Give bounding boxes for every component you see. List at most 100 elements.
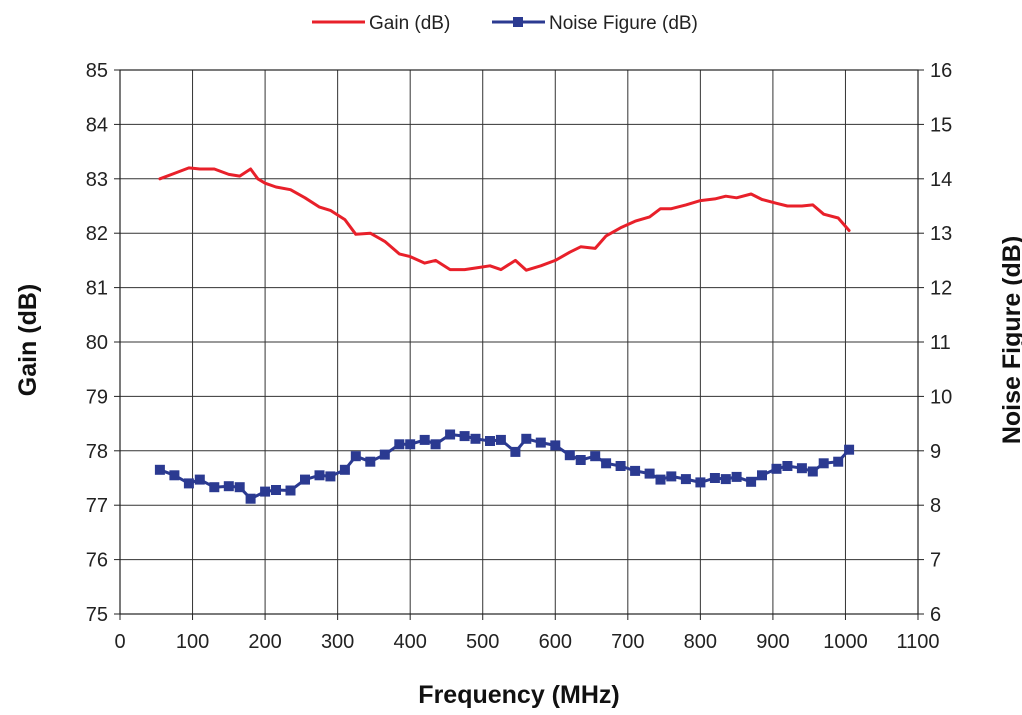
data-point-1-19 (405, 439, 416, 450)
x-axis-title: Frequency (MHz) (418, 681, 619, 709)
right-tick-label-7: 13 (930, 223, 952, 245)
right-tick-label-8: 14 (930, 169, 952, 191)
left-tick-label-10: 85 (86, 60, 108, 82)
data-point-1-1 (169, 470, 180, 481)
x-tick-label-10: 1000 (823, 631, 868, 653)
right-tick-label-2: 8 (930, 495, 941, 517)
right-tick-label-6: 12 (930, 278, 952, 300)
series-1 (154, 429, 855, 504)
data-point-1-2 (183, 478, 194, 489)
left-tick-label-5: 80 (86, 332, 108, 354)
data-point-1-45 (746, 476, 757, 487)
data-point-1-33 (590, 451, 601, 462)
right-tick-label-4: 10 (930, 386, 952, 408)
data-point-1-42 (709, 473, 720, 483)
data-point-1-34 (601, 458, 612, 469)
data-point-1-3 (194, 474, 205, 485)
grid (119, 69, 919, 615)
data-point-1-53 (844, 444, 855, 455)
legend: Gain (dB) Noise Figure (dB) (312, 13, 698, 34)
data-point-1-9 (271, 485, 281, 495)
data-point-1-26 (495, 434, 506, 445)
x-tick-label-3: 300 (321, 631, 354, 653)
legend-label-noise: Noise Figure (dB) (549, 13, 698, 34)
series-layer (154, 166, 855, 504)
data-point-1-31 (564, 450, 575, 461)
right-tick-label-0: 6 (930, 604, 941, 626)
data-point-1-8 (260, 486, 271, 497)
left-tick-label-0: 75 (86, 604, 108, 626)
data-point-1-48 (782, 461, 793, 471)
left-tick-label-1: 76 (86, 550, 108, 572)
left-axis-ticks: 75 76 77 78 79 80 81 82 83 84 85 (86, 60, 120, 626)
data-point-1-36 (630, 465, 641, 476)
data-point-1-13 (325, 471, 336, 482)
data-point-1-32 (575, 455, 586, 465)
data-point-1-10 (285, 485, 296, 496)
left-tick-label-4: 79 (86, 386, 108, 408)
left-tick-label-2: 77 (86, 495, 108, 517)
data-point-1-30 (550, 440, 561, 451)
data-point-1-5 (223, 481, 234, 492)
data-point-1-50 (807, 466, 818, 477)
data-point-1-46 (757, 470, 767, 481)
x-tick-label-5: 500 (466, 631, 499, 653)
x-tick-label-1: 100 (176, 631, 209, 653)
left-axis-title: Gain (dB) (14, 284, 42, 397)
data-point-1-37 (644, 468, 655, 479)
series-0 (158, 166, 851, 272)
legend-marker-noise (513, 17, 523, 27)
data-point-1-49 (796, 463, 807, 474)
right-tick-label-10: 16 (930, 60, 952, 82)
data-point-1-7 (245, 493, 256, 504)
right-tick-label-9: 15 (930, 114, 952, 136)
left-tick-label-8: 83 (86, 169, 108, 191)
x-tick-label-0: 0 (114, 631, 125, 653)
data-point-1-24 (470, 433, 481, 444)
right-axis-title: Noise Figure (dB) (998, 236, 1022, 444)
x-tick-label-8: 800 (684, 631, 717, 653)
data-point-1-52 (833, 456, 844, 467)
data-point-1-35 (615, 461, 626, 471)
x-tick-label-7: 700 (611, 631, 644, 653)
series-line-0 (158, 166, 851, 272)
data-point-1-23 (459, 431, 470, 442)
x-axis-ticks: 0 100 200 300 400 500 600 700 800 900 1000 1100 (114, 614, 940, 653)
data-point-1-43 (720, 474, 731, 485)
data-point-1-20 (419, 434, 430, 445)
data-point-1-47 (771, 463, 782, 474)
x-tick-label-4: 400 (393, 631, 426, 653)
data-point-1-28 (521, 433, 532, 444)
data-point-1-25 (485, 436, 495, 446)
data-point-1-16 (365, 456, 376, 467)
left-tick-label-7: 82 (86, 223, 108, 245)
data-point-1-38 (655, 474, 666, 485)
x-tick-label-6: 600 (539, 631, 572, 653)
legend-label-gain: Gain (dB) (369, 13, 450, 34)
data-point-1-39 (666, 471, 677, 482)
x-tick-label-9: 900 (756, 631, 789, 653)
data-point-1-15 (350, 451, 361, 462)
data-point-1-27 (510, 446, 521, 457)
data-point-1-11 (300, 474, 310, 485)
left-tick-label-9: 84 (86, 114, 108, 136)
x-tick-label-2: 200 (248, 631, 281, 653)
data-point-1-29 (535, 437, 546, 448)
data-point-1-41 (695, 477, 706, 488)
data-point-1-17 (379, 449, 390, 460)
data-point-1-12 (314, 470, 325, 481)
data-point-1-40 (680, 474, 691, 485)
data-point-1-0 (154, 464, 165, 475)
x-tick-label-11: 1100 (896, 631, 939, 653)
right-tick-label-5: 11 (930, 332, 951, 354)
data-point-1-22 (445, 429, 456, 440)
data-point-1-51 (818, 458, 829, 469)
data-point-1-18 (394, 439, 405, 450)
data-point-1-44 (731, 471, 742, 482)
right-tick-label-1: 7 (930, 550, 941, 572)
right-axis-ticks: 6 7 8 9 10 11 12 13 14 15 16 (918, 60, 952, 626)
data-point-1-21 (430, 439, 441, 450)
data-point-1-4 (209, 482, 220, 493)
left-tick-label-6: 81 (86, 278, 108, 300)
